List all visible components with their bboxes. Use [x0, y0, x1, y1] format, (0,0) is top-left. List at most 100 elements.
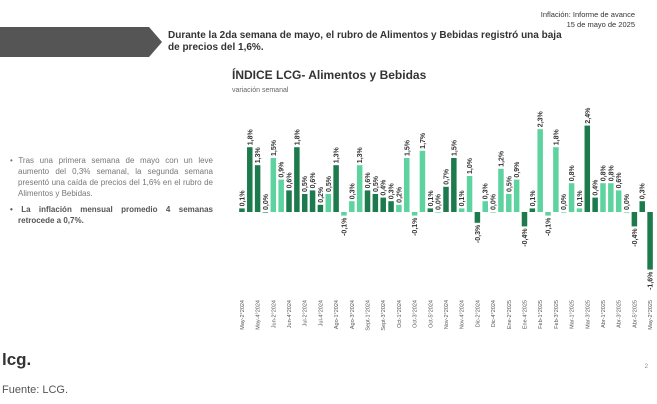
- value-label: 0,5%: [373, 175, 380, 192]
- bar: [639, 201, 645, 212]
- value-label: 0,6%: [310, 172, 317, 189]
- bar: [404, 158, 410, 212]
- bullet-text: Tras una primera semana de mayo con un l…: [18, 156, 214, 198]
- value-label: 1,5%: [271, 139, 278, 156]
- bar: [278, 179, 284, 212]
- value-label: 0,3%: [349, 182, 356, 199]
- value-label: 1,7%: [420, 132, 427, 149]
- x-tick-label: Dic-2°2024: [475, 300, 481, 327]
- bullet: • La inflación mensual promedio 4 semana…: [10, 205, 213, 225]
- logo: lcg.: [2, 350, 32, 369]
- x-tick-label: May-4°2024: [256, 300, 262, 330]
- x-tick-label: Ene-2°2025: [507, 300, 513, 329]
- x-tick-label: Ago-1°2024: [334, 300, 340, 329]
- bar: [356, 165, 363, 212]
- bar: [647, 212, 653, 270]
- x-tick-label: Ene-4°2025: [522, 300, 528, 329]
- value-label: 0,9%: [514, 161, 521, 178]
- x-tick-label: Sept-1°2024: [366, 300, 372, 331]
- value-label: 0,0%: [491, 193, 498, 210]
- bar: [435, 212, 441, 213]
- source: Fuente: LCG.: [2, 384, 69, 396]
- value-label: 0,0%: [624, 193, 631, 210]
- value-label: 0,3%: [483, 182, 490, 199]
- bar: [262, 212, 269, 213]
- x-tick-label: Dic-4°2024: [491, 300, 497, 327]
- value-label: -0,4%: [632, 228, 639, 247]
- bar: [608, 183, 614, 212]
- bar: [521, 212, 528, 227]
- value-label: 1,3%: [357, 146, 364, 163]
- x-tick-label: May-2°2024: [240, 300, 246, 330]
- value-label: 0,5%: [302, 175, 309, 192]
- value-label: 0,6%: [616, 172, 623, 189]
- value-label: 1,5%: [404, 139, 411, 156]
- x-tick-label: Abr-3°2025: [617, 300, 623, 328]
- x-tick-label: Oct-5°2024: [428, 300, 434, 328]
- x-tick-label: Nov-4°2024: [460, 300, 466, 329]
- bar: [474, 212, 481, 223]
- value-label: 0,2%: [396, 186, 403, 203]
- bar: [443, 186, 449, 212]
- x-tick-label: Nov-2°2024: [444, 300, 450, 329]
- bar: [568, 183, 575, 212]
- bar: [247, 147, 253, 212]
- value-label: 1,8%: [553, 128, 560, 145]
- x-tick-label: Oct-3°2024: [413, 300, 419, 328]
- x-tick-label: Jun-4°2024: [287, 300, 293, 328]
- bar: [294, 147, 300, 212]
- bar: [286, 190, 292, 212]
- x-tick-label: Jun-2°2024: [271, 300, 277, 328]
- bar: [341, 212, 347, 216]
- date: 15 de mayo de 2025: [566, 20, 635, 29]
- value-label: 1,5%: [451, 139, 458, 156]
- x-tick-label: May-2°2025: [648, 300, 654, 330]
- value-label: 0,6%: [365, 172, 372, 189]
- value-label: 0,3%: [640, 182, 647, 199]
- value-label: 1,2%: [498, 150, 505, 167]
- x-tick-label: Mar-1°2025: [570, 300, 576, 329]
- bar: [584, 125, 591, 212]
- bar: [411, 212, 418, 216]
- x-tick-label: Oct-1°2024: [397, 300, 403, 328]
- value-label: 0,1%: [239, 190, 246, 207]
- bar: [529, 208, 536, 212]
- x-tick-label: Sept-3°2024: [381, 300, 387, 331]
- bar: [631, 212, 638, 227]
- text: • Tras una primera semana de mayo con un…: [8, 155, 213, 231]
- value-label: 0,1%: [577, 190, 584, 207]
- report: Inflación: Informe de avance: [540, 10, 635, 19]
- bar: [506, 194, 512, 212]
- value-label: 0,0%: [436, 193, 443, 210]
- bar: [537, 129, 543, 212]
- bar: [364, 190, 371, 212]
- bar: [482, 201, 488, 212]
- value-label: 0,3%: [389, 182, 396, 199]
- x-tick-label: Feb-1°2025: [538, 300, 544, 329]
- bar: [545, 212, 551, 216]
- bar: [576, 208, 583, 212]
- bar: [592, 197, 598, 212]
- x-tick-label: Jul-4°2024: [318, 300, 324, 326]
- value-label: 0,5%: [326, 175, 333, 192]
- value-label: 2,3%: [538, 110, 545, 127]
- bar: [513, 179, 520, 212]
- value-label: 0,2%: [318, 186, 325, 203]
- value-label: -0,1%: [546, 217, 553, 236]
- value-label: 1,3%: [334, 146, 341, 163]
- value-label: 1,0%: [467, 157, 474, 174]
- report-info: Inflación: Informe de avance 15 de mayo d…: [541, 10, 635, 30]
- chart-title: ÍNDICE LCG- Alimentos y Bebidas: [232, 67, 427, 82]
- value-label: 0,7%: [444, 168, 451, 185]
- bar: [427, 208, 434, 212]
- bar: [615, 190, 622, 212]
- bar: [325, 194, 332, 212]
- bar: [270, 158, 277, 212]
- bullet-text: La inflación mensual promedio 4 semanas …: [18, 205, 213, 225]
- bar: [317, 204, 324, 212]
- bar: [301, 194, 308, 212]
- value-label: 0,4%: [593, 179, 600, 196]
- bar: [451, 158, 457, 212]
